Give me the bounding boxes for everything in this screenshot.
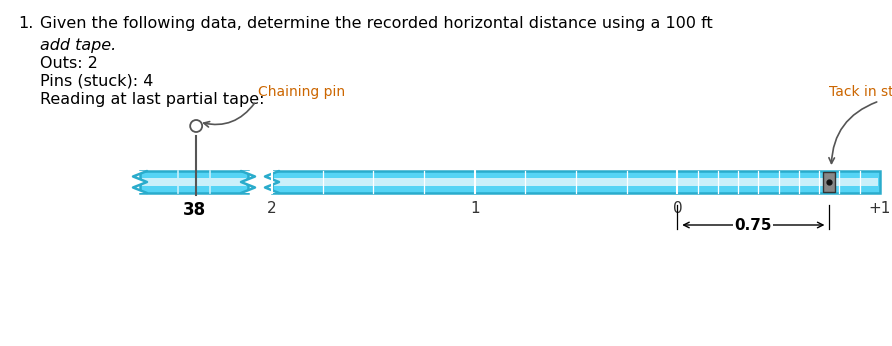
Bar [823,172,835,192]
Text: 38: 38 [183,201,205,219]
Text: 2: 2 [268,201,277,216]
Text: 1: 1 [470,201,480,216]
Bar [272,171,880,193]
Bar [140,171,248,193]
Bar [142,177,246,186]
Text: 0: 0 [673,201,682,216]
Text: Tack in stake: Tack in stake [830,85,892,99]
Text: add tape.: add tape. [40,38,116,53]
Text: Outs: 2: Outs: 2 [40,56,98,71]
Text: Given the following data, determine the recorded horizontal distance using a 100: Given the following data, determine the … [40,16,713,31]
Text: Chaining pin: Chaining pin [258,85,345,99]
Polygon shape [263,171,279,193]
Polygon shape [241,171,257,193]
Text: 0.75: 0.75 [735,218,772,233]
Text: Reading at last partial tape:: Reading at last partial tape: [40,92,265,107]
Text: 1.: 1. [18,16,33,31]
Polygon shape [131,171,147,193]
Text: Pins (stuck): 4: Pins (stuck): 4 [40,74,153,89]
Text: +1: +1 [869,201,891,216]
Bar [274,177,878,186]
